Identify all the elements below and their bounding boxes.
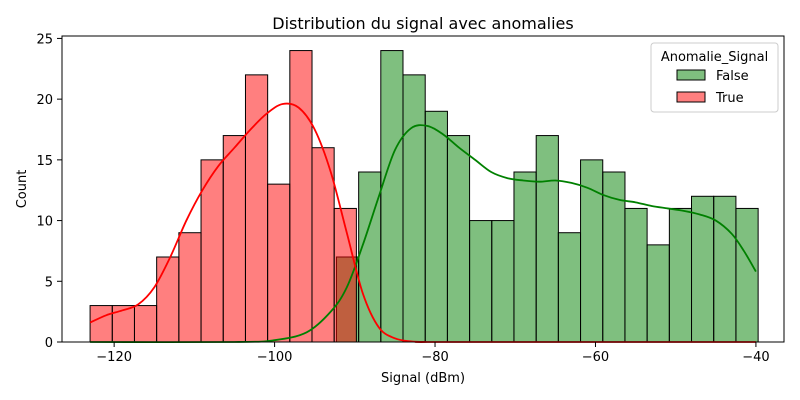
legend: Anomalie_Signal False True	[650, 42, 779, 113]
bar-true-6	[222, 135, 246, 343]
bar-false-15	[668, 207, 693, 343]
x-tick-label: −40	[742, 350, 769, 365]
bar-true-4	[178, 232, 202, 343]
bar-true-8	[267, 183, 291, 343]
legend-label-false: False	[716, 69, 749, 84]
y-tick-label: 10	[36, 215, 53, 230]
plot-frame	[61, 35, 785, 343]
bar-false-5	[446, 135, 471, 343]
bar-false-8	[513, 171, 537, 343]
bar-false-4	[424, 110, 448, 343]
bar-true-3	[156, 256, 180, 343]
y-tick-label: 15	[36, 154, 53, 169]
bar-false-3	[402, 74, 426, 343]
y-axis-label: Count	[15, 170, 30, 209]
bar-true-2	[133, 305, 158, 343]
bar-false-9	[535, 135, 559, 343]
bar-false-7	[491, 220, 515, 343]
bar-true-1	[111, 305, 135, 343]
y-tick-label: 5	[45, 275, 53, 290]
legend-title: Anomalie_Signal	[661, 50, 768, 65]
x-axis-ticks: −120 −100 −80 −60 −40	[96, 342, 770, 365]
bar-false-18	[735, 207, 759, 343]
bar-false-1	[358, 171, 382, 343]
y-tick-label: 20	[36, 93, 53, 108]
x-tick-label: −60	[582, 350, 609, 365]
bar-false-14	[646, 244, 670, 343]
x-axis-label: Signal (dBm)	[381, 371, 465, 386]
bar-true-0	[89, 305, 113, 343]
series-false-bars	[335, 50, 759, 343]
bar-false-13	[624, 207, 648, 343]
kde-line-false	[90, 124, 757, 344]
series-true-bars	[89, 50, 357, 343]
legend-swatch-false	[676, 69, 706, 81]
y-axis-ticks: 0 5 10 15 20 25	[36, 32, 62, 351]
bar-false-17	[713, 195, 737, 343]
bar-false-10	[557, 232, 582, 343]
x-tick-label: −80	[421, 350, 448, 365]
y-tick-label: 0	[45, 336, 53, 351]
bar-true-9	[289, 50, 313, 343]
chart-title: Distribution du signal avec anomalies	[272, 14, 573, 33]
bar-false-12	[602, 171, 626, 343]
y-tick-label: 25	[36, 32, 53, 47]
legend-swatch-true	[676, 91, 706, 103]
legend-label-true: True	[715, 91, 744, 106]
x-tick-label: −100	[257, 350, 293, 365]
bar-false-6	[469, 220, 493, 343]
bar-false-2	[380, 50, 404, 343]
x-tick-label: −120	[96, 350, 132, 365]
